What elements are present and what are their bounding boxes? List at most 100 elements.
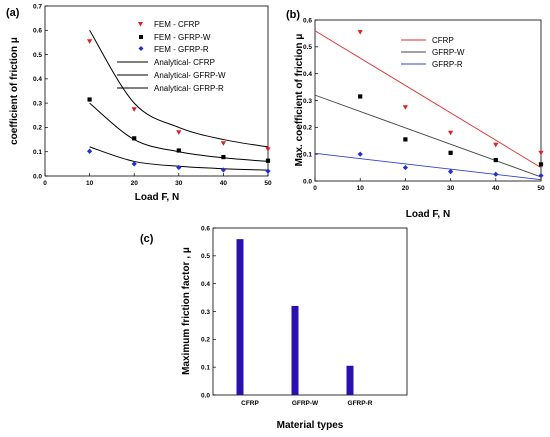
panel-a-fem-points xyxy=(87,39,271,174)
legend-label-gfrp-w: GFRP-W xyxy=(432,48,465,57)
panel-b-y-tick-label: 0.6 xyxy=(303,17,312,24)
panel-a-y-tick-label: 0.1 xyxy=(33,149,42,156)
panel-b-x-tick-label: 0 xyxy=(313,185,317,192)
point-fem-gfrp-r xyxy=(176,164,182,171)
legend-label-cfrp: CFRP xyxy=(432,36,454,45)
panel-b-x-axis-label: Load F, N xyxy=(406,209,450,220)
legend-label-fem-gfrp-w: FEM - GFRP-W xyxy=(154,33,211,42)
panel-a-y-tick-label: 0.7 xyxy=(33,3,42,10)
panel-a-x-tick-label: 20 xyxy=(131,180,139,187)
point-cfrp xyxy=(493,142,499,148)
point-gfrp-w xyxy=(358,94,363,99)
panel-b-x-tick-label: 20 xyxy=(402,185,410,192)
panel-c-y-tick-label: 0.2 xyxy=(201,337,210,344)
panel-c-bars xyxy=(236,239,354,395)
panel-b-fit-lines xyxy=(314,30,542,181)
point-fem-gfrp-w xyxy=(132,136,137,141)
panel-b-frame xyxy=(314,19,542,182)
point-fem-gfrp-r xyxy=(131,161,137,167)
legend-label-fem-cfrp: FEM - CFRP xyxy=(154,20,200,29)
panel-c-label: (c) xyxy=(140,233,154,245)
line-cfrp xyxy=(314,30,542,168)
panel-c-x-tick-label: GFRP-W xyxy=(292,400,319,407)
point-gfrp-w xyxy=(538,162,544,167)
panel-c-y-tick-label: 0.6 xyxy=(201,225,210,232)
point-gfrp-r xyxy=(538,173,544,179)
point-fem-gfrp-w xyxy=(87,97,92,102)
panel-c-y-tick-label: 0.3 xyxy=(201,309,210,316)
panel-b-y-tick-label: 0.3 xyxy=(303,98,312,105)
legend-marker-fem-gfrp-w xyxy=(139,35,143,39)
point-gfrp-w xyxy=(403,137,408,142)
bar-cfrp xyxy=(236,239,244,395)
point-fem-cfrp xyxy=(265,147,271,152)
legend-marker-fem-cfrp xyxy=(138,22,143,27)
panel-a-legend: FEM - CFRP FEM - GFRP-W FEM - GFRP-R Ana… xyxy=(117,20,226,93)
panel-b-label: (b) xyxy=(286,9,300,21)
panel-b-x-tick-label: 50 xyxy=(537,185,545,192)
panel-b-x-tick-label: 10 xyxy=(357,185,365,192)
point-cfrp xyxy=(402,105,408,110)
panel-a-x-tick-label: 10 xyxy=(86,180,94,187)
panel-b-x-tick-label: 30 xyxy=(447,185,455,192)
line-gfrp-w xyxy=(314,94,542,178)
point-fem-gfrp-w xyxy=(265,158,271,163)
panel-a-y-tick-label: 0.5 xyxy=(33,52,42,59)
panel-a-frame xyxy=(44,5,269,177)
point-fem-cfrp xyxy=(220,141,226,146)
point-fem-gfrp-r xyxy=(220,167,226,173)
panel-a-x-tick-label: 40 xyxy=(220,180,228,187)
point-gfrp-w xyxy=(448,150,453,155)
legend-label-analytical-gfrp-r: Analytical- GFRP-R xyxy=(154,84,224,93)
point-gfrp-r xyxy=(402,164,408,171)
legend-label-fem-gfrp-r: FEM - GFRP-R xyxy=(154,45,209,54)
panel-c-y-axis-label: Maximum friction factor , μ xyxy=(181,247,192,375)
panel-b-legend: CFRP GFRP-W GFRP-R xyxy=(401,36,465,69)
legend-marker-fem-gfrp-r xyxy=(138,46,144,51)
panel-b-y-axis-label: Max. coefficient of friction μ xyxy=(294,34,305,167)
legend-label-analytical-cfrp: Analytical- CFRP xyxy=(154,58,215,67)
panel-c-y-ticks: 0.0 0.1 0.2 0.3 0.4 0.5 0.6 xyxy=(201,225,216,399)
panel-b-points xyxy=(357,30,544,179)
panel-b-x-ticks: 0 10 20 30 40 50 xyxy=(313,178,545,192)
panel-c: (c) 0.0 0.1 0.2 0.3 0.4 0.5 0.6 CFRP GFRP-W GFRP… xyxy=(140,225,408,431)
panel-b: (b) 0.0 0.1 0.2 0.3 0.4 0.5 0.6 0 10 20 30 40 50 Lo… xyxy=(286,9,545,220)
panel-a: (a) 0.0 0.1 0.2 0.3 0.4 0.5 0.6 0.7 0 10 20 30 40 50… xyxy=(6,3,272,203)
panel-b-y-tick-label: 0.1 xyxy=(303,151,312,158)
bar-gfrp-w xyxy=(291,305,299,395)
panel-a-y-ticks: 0.0 0.1 0.2 0.3 0.4 0.5 0.6 0.7 xyxy=(33,3,48,180)
panel-a-y-tick-label: 0.6 xyxy=(33,28,42,35)
point-cfrp xyxy=(357,30,363,35)
point-gfrp-r xyxy=(493,171,499,177)
panel-c-y-tick-label: 0.4 xyxy=(201,281,210,288)
panel-c-y-tick-label: 0.1 xyxy=(201,364,210,371)
panel-c-x-tick-label: GFRP-R xyxy=(348,400,373,407)
point-fem-gfrp-w xyxy=(221,154,226,160)
panel-c-x-tick-label: CFRP xyxy=(241,400,259,407)
panel-a-y-tick-label: 0.2 xyxy=(33,125,42,132)
panel-c-x-ticks: CFRP GFRP-W GFRP-R xyxy=(241,400,373,407)
panel-a-y-tick-label: 0.3 xyxy=(33,100,42,107)
panel-a-x-tick-label: 0 xyxy=(43,180,47,187)
point-fem-gfrp-r xyxy=(265,168,271,174)
point-fem-cfrp xyxy=(176,130,182,135)
panel-b-y-ticks: 0.0 0.1 0.2 0.3 0.4 0.5 0.6 xyxy=(303,17,318,185)
line-analytical-cfrp xyxy=(89,30,269,148)
legend-label-analytical-gfrp-w: Analytical- GFRP-W xyxy=(154,71,226,80)
panel-a-y-tick-label: 0.4 xyxy=(33,76,42,83)
panel-c-y-tick-label: 0.0 xyxy=(201,392,210,399)
bar-gfrp-r xyxy=(346,365,354,395)
panel-b-y-tick-label: 0.4 xyxy=(303,71,312,78)
panel-a-label: (a) xyxy=(6,7,20,19)
panel-b-y-tick-label: 0.0 xyxy=(303,178,312,185)
panel-a-x-tick-label: 30 xyxy=(175,180,183,187)
panel-a-x-ticks: 0 10 20 30 40 50 xyxy=(43,173,272,187)
panel-c-x-axis-label: Material types xyxy=(277,420,344,431)
point-gfrp-r xyxy=(357,151,363,157)
panel-b-y-tick-label: 0.5 xyxy=(303,44,312,51)
legend-label-gfrp-r: GFRP-R xyxy=(432,60,463,69)
panel-b-y-tick-label: 0.2 xyxy=(303,125,312,132)
point-gfrp-w xyxy=(493,157,498,163)
panel-a-y-tick-label: 0.0 xyxy=(33,173,42,180)
